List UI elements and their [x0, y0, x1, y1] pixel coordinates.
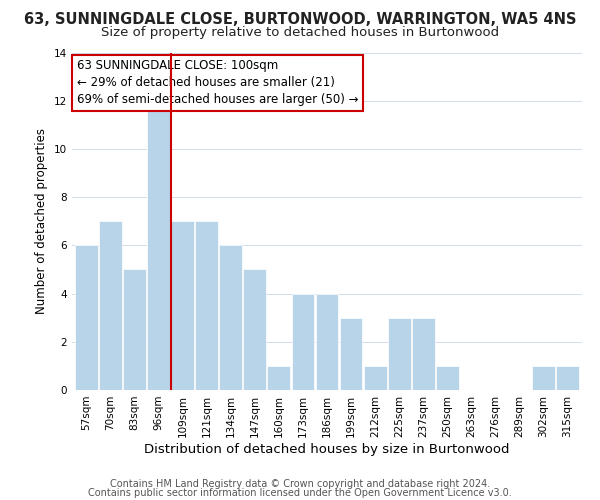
Text: 63, SUNNINGDALE CLOSE, BURTONWOOD, WARRINGTON, WA5 4NS: 63, SUNNINGDALE CLOSE, BURTONWOOD, WARRI… — [24, 12, 576, 28]
Bar — [292, 294, 314, 390]
Bar — [99, 222, 122, 390]
X-axis label: Distribution of detached houses by size in Burtonwood: Distribution of detached houses by size … — [144, 442, 510, 456]
Bar — [195, 222, 218, 390]
Text: 63 SUNNINGDALE CLOSE: 100sqm
← 29% of detached houses are smaller (21)
69% of se: 63 SUNNINGDALE CLOSE: 100sqm ← 29% of de… — [77, 59, 359, 106]
Bar — [220, 246, 242, 390]
Text: Contains HM Land Registry data © Crown copyright and database right 2024.: Contains HM Land Registry data © Crown c… — [110, 479, 490, 489]
Bar — [171, 222, 194, 390]
Y-axis label: Number of detached properties: Number of detached properties — [35, 128, 49, 314]
Bar — [75, 246, 98, 390]
Bar — [340, 318, 362, 390]
Text: Contains public sector information licensed under the Open Government Licence v3: Contains public sector information licen… — [88, 488, 512, 498]
Bar — [268, 366, 290, 390]
Bar — [388, 318, 410, 390]
Bar — [244, 270, 266, 390]
Text: Size of property relative to detached houses in Burtonwood: Size of property relative to detached ho… — [101, 26, 499, 39]
Bar — [556, 366, 579, 390]
Bar — [364, 366, 386, 390]
Bar — [436, 366, 459, 390]
Bar — [316, 294, 338, 390]
Bar — [147, 100, 170, 390]
Bar — [532, 366, 555, 390]
Bar — [123, 270, 146, 390]
Bar — [412, 318, 434, 390]
